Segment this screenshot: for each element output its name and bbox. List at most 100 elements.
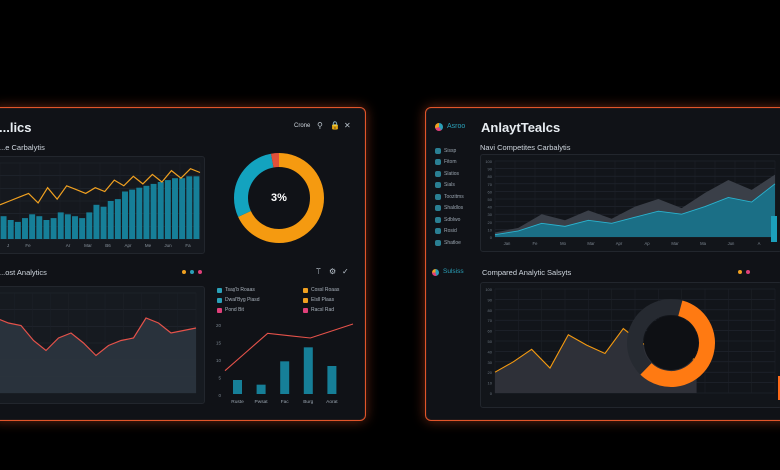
- area-chart-card: [0, 286, 205, 404]
- sidebar-item-label: Slatios: [444, 170, 460, 177]
- search-icon[interactable]: ⚲: [317, 121, 323, 130]
- y-tick-label: 80: [488, 308, 493, 313]
- bar: [22, 218, 28, 239]
- brand-name: Asroo: [447, 123, 466, 130]
- bar: [43, 220, 50, 239]
- top-chart-svg: J Fe Ar Mar B6 Apr Me Jun Fa: [0, 162, 201, 248]
- x-tick-label: A: [758, 241, 761, 246]
- bar: [164, 180, 171, 239]
- legend-label: Racsl Rad: [311, 307, 335, 313]
- bottom-section-title: Compared Analytic Salsyts: [482, 268, 572, 277]
- x-tick-label: Apr: [616, 241, 623, 246]
- y-tick-label: 40: [488, 349, 493, 354]
- bar: [86, 212, 93, 239]
- legend-item: Cossl Roaas: [303, 287, 339, 293]
- nav-icon: [435, 193, 441, 200]
- window-title: ...lics: [0, 120, 32, 135]
- x-tick-label: Jun: [728, 241, 735, 246]
- bottom-chart-card: 100 90 80 70 60 50 40 30 20 10 0: [480, 282, 780, 408]
- bar: [303, 347, 313, 394]
- section-logo-icon: [432, 269, 439, 276]
- sidebar-item[interactable]: Sdblwo: [435, 215, 460, 224]
- x-tick-label: Ap: [644, 241, 650, 246]
- sidebar-item[interactable]: Shaldlos: [435, 204, 463, 213]
- x-tick-label: Aorat: [326, 399, 338, 405]
- sidebar-item[interactable]: Shatloe: [435, 238, 461, 247]
- bar: [179, 178, 186, 239]
- legend-item: Tsaş'b Roaas: [217, 287, 255, 293]
- sidebar-item[interactable]: Sials: [435, 181, 455, 190]
- bar: [50, 218, 57, 239]
- legend-label: Dwal'Byg Piasd: [225, 297, 260, 303]
- y-tick-label: 50: [488, 197, 493, 202]
- edge-bar: [771, 216, 777, 242]
- check-icon[interactable]: ✓: [342, 267, 349, 276]
- sidebar-item-label: Toozitms: [444, 193, 464, 200]
- y-tick-label: 5: [218, 376, 221, 381]
- y-tick-label: 20: [488, 220, 493, 225]
- expand-icon[interactable]: ✕: [344, 121, 351, 130]
- sidebar-item-label: Shatloe: [444, 239, 461, 246]
- nav-icon: [435, 228, 441, 234]
- bar: [193, 176, 200, 239]
- status-dot-orange: [738, 270, 742, 274]
- donut-slice: [234, 153, 324, 243]
- nav-icon: [435, 216, 441, 223]
- y-tick-label: 80: [488, 174, 493, 179]
- nav-icon: [435, 170, 441, 177]
- x-tick-label: Apr: [124, 243, 132, 248]
- x-tick-label: J: [7, 243, 9, 248]
- bar: [150, 183, 157, 239]
- right-dashboard-window: Asroo AnlaytTealcs Sissp Fitom Slatios Sial…: [425, 107, 780, 421]
- sidebar-item[interactable]: Toozitms: [435, 192, 464, 201]
- bar: [0, 216, 7, 239]
- y-tick-label: 100: [485, 159, 492, 164]
- legend-label: Tsaş'b Roaas: [225, 287, 255, 293]
- y-tick-label: 10: [488, 381, 493, 386]
- left-dashboard-window: ...lics Crone ⚲ 🔒 ✕ ...e Carbalytis J Fe A…: [0, 107, 366, 421]
- nav-icon: [435, 159, 441, 165]
- status-dot-orange: [182, 270, 186, 274]
- y-tick-label: 90: [488, 297, 493, 302]
- legend-label: Elsll Plaas: [311, 297, 335, 303]
- top-chart-title: Navi Competites Carbalytis: [480, 143, 571, 152]
- area-chart-svg: [0, 292, 197, 394]
- filter-icon[interactable]: ⍡: [316, 267, 321, 276]
- bar: [327, 366, 337, 394]
- bar: [79, 218, 86, 239]
- bar: [122, 191, 128, 239]
- y-tick-label: 30: [488, 360, 493, 365]
- edge-bar-orange: [778, 376, 780, 400]
- donut-hole: [644, 316, 698, 370]
- x-tick-label: Mar: [671, 241, 679, 246]
- x-tick-label: Ma: [700, 241, 706, 246]
- sidebar-item-label: Shaldlos: [444, 205, 464, 211]
- x-tick-label: Jun: [164, 243, 172, 248]
- settings-icon[interactable]: ⚙: [329, 267, 337, 276]
- trend-line: [0, 167, 201, 206]
- donut-label: 3%: [271, 192, 287, 204]
- legend-swatch: [303, 287, 308, 293]
- toolbar-label[interactable]: Crone: [294, 123, 311, 129]
- sidebar-item[interactable]: Rosid: [435, 227, 457, 236]
- section-brand: Sulsiss: [443, 268, 464, 275]
- x-tick-label: Mar: [84, 243, 92, 248]
- legend-swatch: [217, 307, 222, 313]
- mini-chart-card: 20 15 10 5 0 Ruste Pwsat Fac Burg Aorat: [211, 318, 357, 406]
- x-tick-label: Jan: [504, 241, 511, 246]
- sidebar-item[interactable]: Sissp: [435, 146, 456, 155]
- bar: [36, 216, 43, 239]
- x-tick-label: Me: [145, 243, 152, 248]
- bar: [157, 182, 164, 239]
- sidebar-item[interactable]: Slatios: [435, 169, 459, 178]
- y-tick-label: 10: [216, 358, 222, 363]
- lock-icon[interactable]: 🔒: [330, 121, 340, 130]
- bar: [136, 187, 143, 239]
- y-tick-label: 60: [488, 329, 493, 334]
- bar: [256, 384, 266, 394]
- series-teal-area: [495, 183, 775, 237]
- sidebar-item-label: Sials: [444, 182, 455, 188]
- sidebar-item[interactable]: Fitom: [435, 158, 457, 167]
- y-tick-label: 0: [490, 235, 493, 240]
- bar: [93, 204, 100, 239]
